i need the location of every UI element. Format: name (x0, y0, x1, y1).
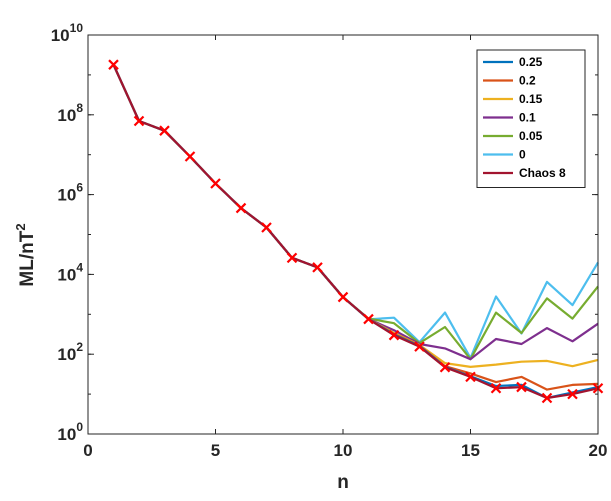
data-point-marker (235, 202, 247, 214)
data-point-marker (567, 388, 578, 400)
legend-entry: 0.2 (483, 74, 536, 88)
legend-entry: 0.15 (483, 92, 543, 106)
legend: 0.25 0.2 0.15 0.1 0.05 0 Chaos 8 (476, 49, 586, 188)
legend-label: Chaos 8 (519, 166, 566, 180)
y-axis-title: ML/nT2 (13, 223, 38, 286)
x-axis-title: n (337, 472, 349, 493)
y-tick-label: 102 (57, 340, 83, 364)
legend-entry: 0.1 (483, 111, 536, 125)
y-tick-label: 1010 (51, 21, 84, 45)
y-tick-label: 104 (57, 260, 83, 284)
data-point-marker (516, 381, 527, 393)
data-point-marker (388, 329, 400, 341)
data-point-marker (159, 125, 170, 136)
legend-entry: Chaos 8 (483, 166, 566, 180)
legend-label: 0.05 (519, 129, 543, 143)
legend-entry: 0.05 (483, 129, 543, 143)
x-tick-label: 20 (589, 441, 608, 460)
y-tick-label: 100 (57, 420, 83, 444)
data-point-marker (414, 341, 425, 352)
legend-label: 0.2 (519, 74, 536, 88)
data-point-marker (337, 291, 349, 303)
data-point-marker (133, 115, 145, 127)
y-axis-title-sup: 2 (13, 223, 28, 230)
legend-label: 0 (519, 148, 526, 162)
x-tick-label: 5 (211, 441, 220, 460)
data-point-marker (286, 252, 298, 264)
legend-entry: 0.25 (483, 55, 543, 69)
legend-entry: 0 (483, 148, 526, 162)
legend-label: 0.1 (519, 111, 536, 125)
data-point-marker (184, 151, 196, 162)
y-tick-label: 108 (57, 101, 83, 125)
data-point-marker (363, 313, 374, 325)
data-point-marker (439, 362, 451, 373)
data-point-marker (465, 371, 476, 383)
legend-label: 0.25 (519, 55, 543, 69)
x-tick-label: 15 (461, 441, 480, 460)
legend-label: 0.15 (519, 92, 543, 106)
data-point-marker (261, 222, 272, 233)
data-point-marker (312, 262, 323, 273)
data-point-marker (490, 382, 502, 394)
data-point-marker (108, 59, 119, 70)
tick-labels: 0 5 10 15 20 100 102 104 106 108 1010 (51, 21, 608, 460)
x-tick-label: 0 (83, 441, 92, 460)
y-tick-label: 106 (57, 181, 83, 205)
series-lines (108, 59, 604, 404)
legend-box (476, 49, 586, 188)
data-point-marker (541, 392, 553, 404)
data-point-marker (210, 178, 221, 189)
x-tick-label: 10 (334, 441, 353, 460)
axes (87, 34, 599, 435)
y-axis-title-main: ML/nT (17, 230, 38, 286)
